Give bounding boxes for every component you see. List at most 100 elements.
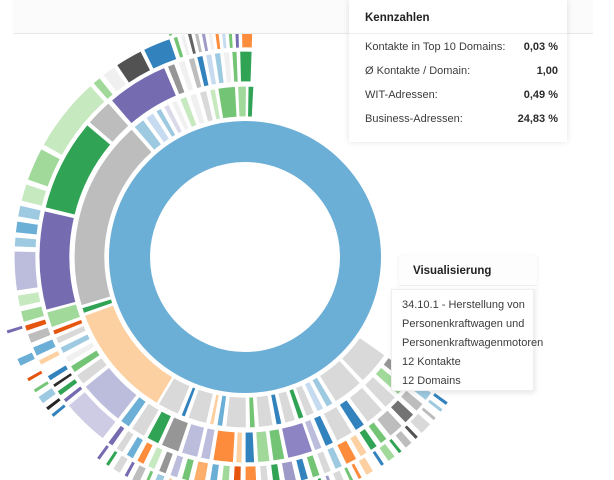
sunburst-segment-level-4[interactable] bbox=[169, 453, 185, 479]
sunburst-segment-level-3[interactable] bbox=[235, 431, 244, 464]
sunburst-segment-level-5[interactable] bbox=[408, 412, 432, 435]
sunburst-segment-level-5[interactable] bbox=[143, 469, 155, 480]
sunburst-segment-level-5[interactable] bbox=[420, 405, 438, 422]
sunburst-segment-level-5[interactable] bbox=[403, 423, 420, 441]
sunburst-segment-level-2[interactable] bbox=[224, 395, 248, 429]
sunburst-segment-level-5[interactable] bbox=[104, 449, 119, 468]
sunburst-segment-level-4[interactable] bbox=[389, 398, 415, 425]
sunburst-segment-level-2[interactable] bbox=[248, 396, 257, 429]
sunburst-segment-level-5[interactable] bbox=[15, 350, 37, 368]
sunburst-segment-level-5[interactable] bbox=[342, 465, 355, 480]
sunburst-segment-level-4[interactable] bbox=[23, 318, 48, 333]
sunburst-segment-level-3[interactable] bbox=[69, 348, 102, 374]
sunburst-segment-level-4[interactable] bbox=[315, 449, 333, 475]
sunburst-segment-level-2[interactable] bbox=[187, 388, 215, 425]
sunburst-segment-level-5[interactable] bbox=[164, 476, 174, 480]
sunburst-segment-level-4[interactable] bbox=[146, 445, 165, 471]
sunburst-segment-level-2[interactable] bbox=[303, 380, 325, 413]
sunburst-segment-level-4[interactable] bbox=[157, 449, 175, 475]
sunburst-segment-level-4[interactable] bbox=[375, 409, 404, 438]
sunburst-segment-level-5[interactable] bbox=[349, 461, 364, 480]
sunburst-segment-level-4[interactable] bbox=[101, 65, 128, 94]
sunburst-segment-level-2[interactable] bbox=[80, 297, 114, 315]
sunburst-segment-level-4[interactable] bbox=[280, 459, 298, 480]
sunburst-segment-level-4[interactable] bbox=[269, 462, 281, 480]
sunburst-segment-level-4[interactable] bbox=[135, 440, 155, 466]
sunburst-segment-level-4[interactable] bbox=[294, 457, 310, 480]
sunburst-segment-level-3[interactable] bbox=[348, 386, 384, 424]
sunburst-segment-level-4[interactable] bbox=[13, 250, 39, 292]
sunburst-segment-level-3[interactable] bbox=[51, 318, 84, 336]
sunburst-segment-level-2[interactable] bbox=[208, 393, 221, 426]
sunburst-segment-level-4[interactable] bbox=[42, 84, 106, 157]
sunburst-segment-level-5[interactable] bbox=[393, 429, 414, 450]
sunburst-segment-level-3[interactable] bbox=[84, 366, 139, 421]
sunburst-segment-level-4[interactable] bbox=[67, 390, 118, 440]
sunburst-segment-level-3[interactable] bbox=[322, 405, 354, 443]
sunburst-segment-level-4[interactable] bbox=[179, 33, 192, 58]
sunburst-segment-level-3[interactable] bbox=[119, 395, 148, 429]
sunburst-segment-level-3[interactable] bbox=[44, 123, 112, 216]
sunburst-segment-level-3[interactable] bbox=[180, 422, 206, 459]
sunburst-segment-level-3[interactable] bbox=[145, 409, 173, 445]
sunburst-segment-level-4[interactable] bbox=[16, 290, 42, 308]
sunburst-segment-level-1[interactable] bbox=[109, 121, 381, 393]
sunburst-segment-level-4[interactable] bbox=[305, 453, 321, 479]
sunburst-segment-level-3[interactable] bbox=[338, 398, 366, 432]
sunburst-segment-level-3[interactable] bbox=[59, 332, 92, 355]
sunburst-segment-level-2[interactable] bbox=[178, 95, 198, 129]
sunburst-segment-level-2[interactable] bbox=[287, 387, 305, 421]
sunburst-segment-level-2[interactable] bbox=[208, 87, 222, 121]
sunburst-segment-level-4[interactable] bbox=[209, 462, 221, 480]
sunburst-segment-level-2[interactable] bbox=[180, 386, 197, 418]
sunburst-segment-level-3[interactable] bbox=[75, 356, 109, 386]
sunburst-segment-level-4[interactable] bbox=[14, 220, 40, 236]
sunburst-segment-level-3[interactable] bbox=[88, 101, 130, 144]
sunburst-segment-level-4[interactable] bbox=[172, 35, 185, 60]
sunburst-segment-level-3[interactable] bbox=[312, 414, 335, 448]
sunburst-segment-level-3[interactable] bbox=[244, 431, 256, 464]
sunburst-segment-level-4[interactable] bbox=[180, 457, 196, 480]
sunburst-segment-level-3[interactable] bbox=[222, 50, 233, 84]
sunburst-segment-level-4[interactable] bbox=[56, 377, 79, 397]
sunburst-segment-level-2[interactable] bbox=[216, 394, 228, 428]
sunburst-segment-level-4[interactable] bbox=[19, 305, 46, 324]
sunburst-segment-level-2[interactable] bbox=[198, 89, 215, 123]
sunburst-segment-level-3[interactable] bbox=[231, 50, 239, 83]
sunburst-segment-level-3[interactable] bbox=[130, 402, 161, 438]
sunburst-segment-level-2[interactable] bbox=[269, 392, 283, 426]
sunburst-segment-level-3[interactable] bbox=[363, 375, 397, 409]
sunburst-segment-level-5[interactable] bbox=[130, 463, 148, 480]
sunburst-segment-level-3[interactable] bbox=[187, 56, 203, 90]
sunburst-segment-level-4[interactable] bbox=[31, 337, 58, 358]
sunburst-segment-level-5[interactable] bbox=[323, 473, 335, 480]
sunburst-segment-level-4[interactable] bbox=[325, 445, 344, 471]
sunburst-segment-level-3[interactable] bbox=[166, 62, 186, 96]
sunburst-segment-level-2[interactable] bbox=[188, 92, 206, 126]
sunburst-segment-level-4[interactable] bbox=[26, 326, 53, 345]
sunburst-segment-level-5[interactable] bbox=[36, 386, 58, 405]
sunburst-segment-level-3[interactable] bbox=[303, 418, 323, 452]
sunburst-segment-level-5[interactable] bbox=[111, 453, 130, 475]
sunburst-segment-level-4[interactable] bbox=[16, 204, 43, 222]
sunburst-segment-level-5[interactable] bbox=[316, 476, 326, 480]
sunburst-segment-level-3[interactable] bbox=[177, 59, 195, 93]
sunburst-segment-level-2[interactable] bbox=[162, 103, 184, 135]
sunburst-segment-level-2[interactable] bbox=[318, 359, 362, 403]
sunburst-segment-level-5[interactable] bbox=[377, 442, 397, 463]
sunburst-segment-level-4[interactable] bbox=[244, 465, 258, 480]
sunburst-segment-level-3[interactable] bbox=[212, 429, 236, 464]
sunburst-segment-level-5[interactable] bbox=[431, 391, 450, 407]
sunburst-segment-level-3[interactable] bbox=[199, 427, 216, 461]
sunburst-segment-level-4[interactable] bbox=[125, 435, 145, 460]
sunburst-segment-level-5[interactable] bbox=[122, 459, 137, 479]
sunburst-segment-level-5[interactable] bbox=[95, 443, 111, 462]
sunburst-segment-level-3[interactable] bbox=[64, 341, 96, 364]
sunburst-segment-level-3[interactable] bbox=[268, 427, 286, 462]
sunburst-segment-level-4[interactable] bbox=[51, 371, 74, 389]
sunburst-segment-level-2[interactable] bbox=[276, 389, 297, 425]
sunburst-segment-level-4[interactable] bbox=[367, 420, 389, 445]
sunburst-segment-level-4[interactable] bbox=[114, 429, 136, 454]
sunburst-segment-level-4[interactable] bbox=[192, 459, 210, 480]
